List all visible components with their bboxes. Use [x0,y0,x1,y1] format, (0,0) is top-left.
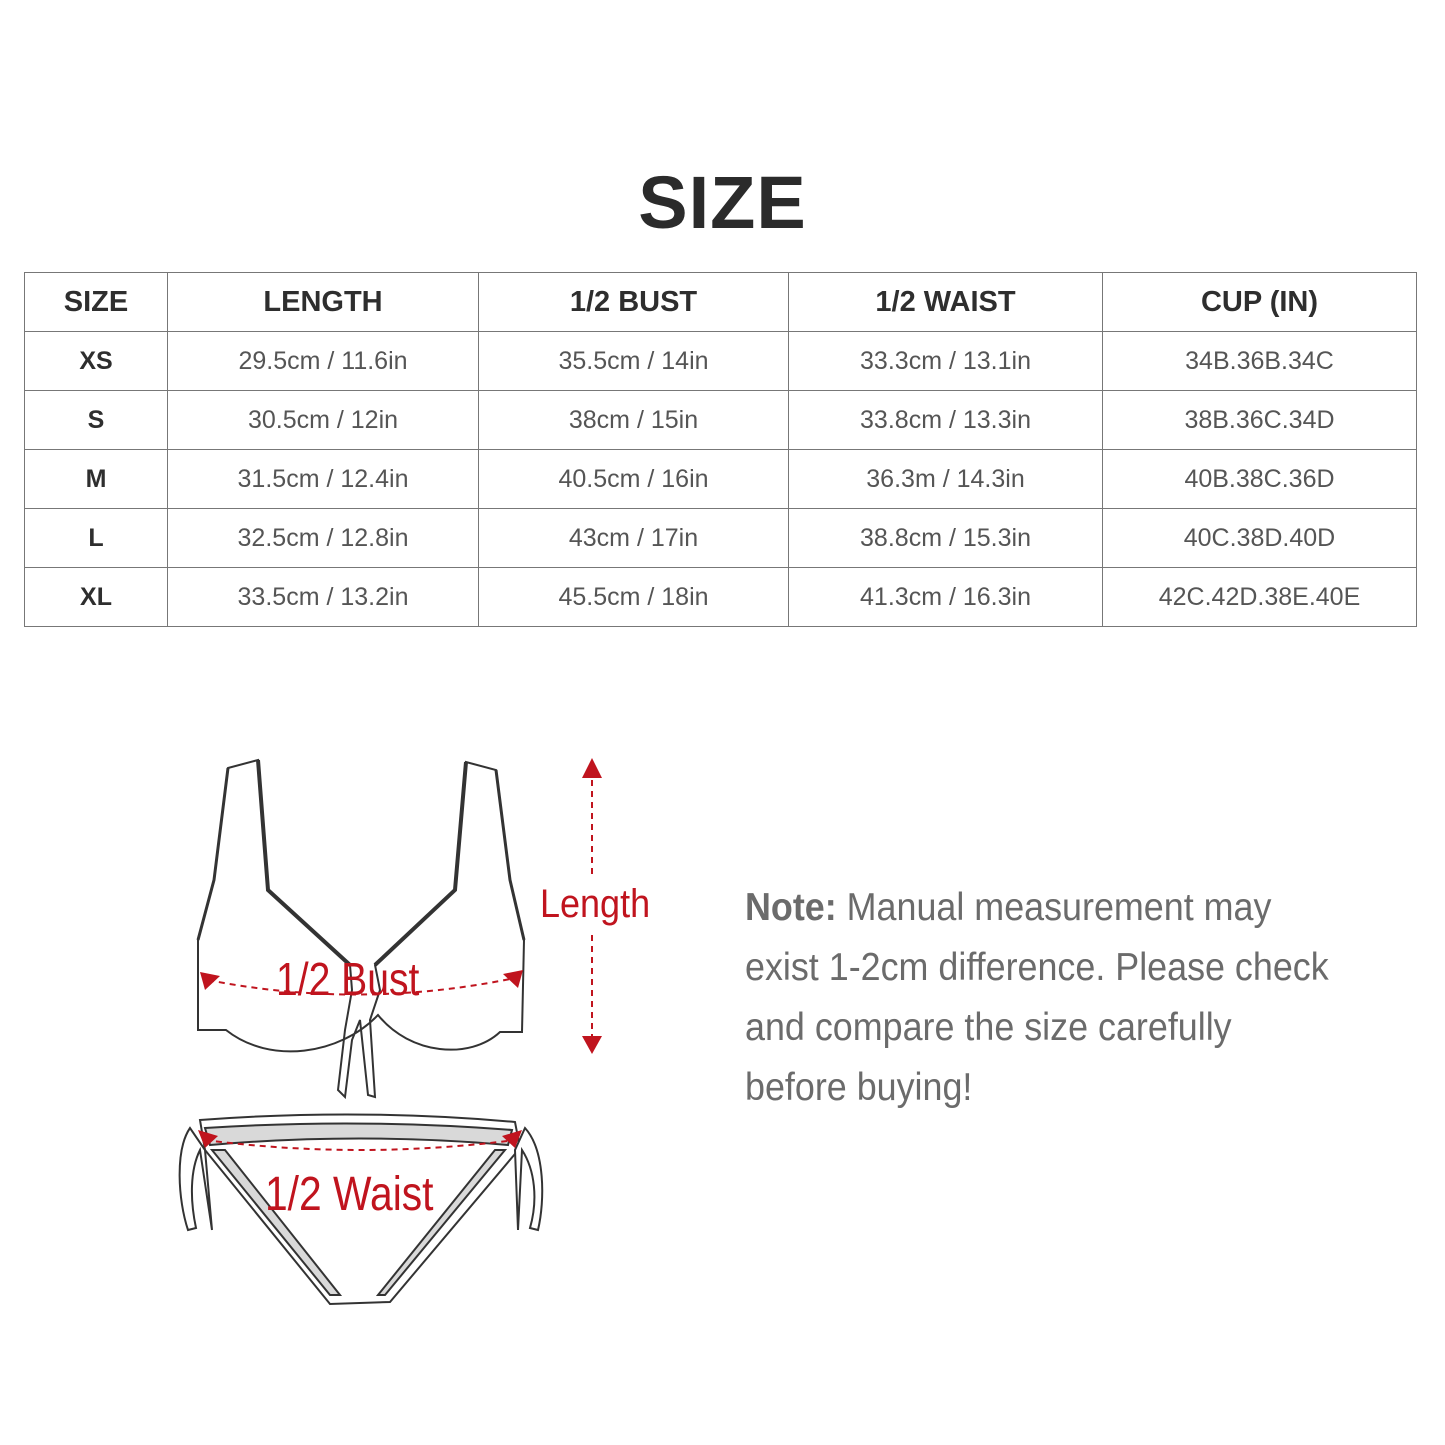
size-cell: M [24,449,168,509]
size-cell: XL [24,567,168,627]
cup-cell: 40C.38D.40D [1102,508,1417,568]
note-text: Note: Manual measurement may exist 1-2cm… [745,878,1334,1118]
table-row: XS 29.5cm / 11.6in 35.5cm / 14in 33.3cm / 1… [24,331,1417,391]
waist-cell: 33.3cm / 13.1in [788,331,1103,391]
waist-measure-line [204,1139,516,1151]
waist-cell: 36.3m / 14.3in [788,449,1103,509]
note-label: Note: [745,886,837,929]
table-row: S 30.5cm / 12in 38cm / 15in 33.8cm / 13.3in… [24,390,1417,450]
waist-cell: 33.8cm / 13.3in [788,390,1103,450]
header-waist: 1/2 WAIST [788,272,1103,332]
length-cell: 32.5cm / 12.8in [167,508,479,568]
length-cell: 30.5cm / 12in [167,390,479,450]
table-row: L 32.5cm / 12.8in 43cm / 17in 38.8cm / 15.3… [24,508,1417,568]
size-table: SIZE LENGTH 1/2 BUST 1/2 WAIST CUP (IN) … [24,272,1417,627]
header-size: SIZE [24,272,168,332]
length-down-arrow-icon [582,1036,602,1054]
bust-measure-line [207,977,516,996]
waist-label: 1/2 Waist [265,1168,434,1221]
bust-cell: 40.5cm / 16in [478,449,789,509]
length-up-arrow-icon [582,758,602,778]
waist-right-arrow-icon [502,1130,522,1148]
bust-left-arrow-icon [200,972,220,990]
header-cup: CUP (IN) [1102,272,1417,332]
size-cell: XS [24,331,168,391]
waist-cell: 41.3cm / 16.3in [788,567,1103,627]
table-row: M 31.5cm / 12.4in 40.5cm / 16in 36.3m / 14.… [24,449,1417,509]
note-body: Manual measurement may exist 1-2cm diffe… [745,886,1329,1109]
arrowheads [198,758,602,1148]
page-title: SIZE [638,161,807,244]
bust-cell: 38cm / 15in [478,390,789,450]
cup-cell: 34B.36B.34C [1102,331,1417,391]
bust-cell: 35.5cm / 14in [478,331,789,391]
header-bust: 1/2 BUST [478,272,789,332]
measurement-arrows [204,780,593,1151]
bikini-top-illustration [196,758,526,1100]
length-cell: 29.5cm / 11.6in [167,331,479,391]
bikini-bottom-illustration [178,1113,544,1306]
waist-left-arrow-icon [198,1130,218,1148]
length-cell: 31.5cm / 12.4in [167,449,479,509]
cup-cell: 38B.36C.34D [1102,390,1417,450]
bust-right-arrow-icon [503,970,523,988]
length-label: Length [540,882,650,926]
bust-label: 1/2 Bust [276,954,420,1006]
bust-cell: 43cm / 17in [478,508,789,568]
cup-cell: 42C.42D.38E.40E [1102,567,1417,627]
table-header-row: SIZE LENGTH 1/2 BUST 1/2 WAIST CUP (IN) [24,272,1417,332]
length-cell: 33.5cm / 13.2in [167,567,479,627]
table-row: XL 33.5cm / 13.2in 45.5cm / 18in 41.3cm / 1… [24,567,1417,627]
